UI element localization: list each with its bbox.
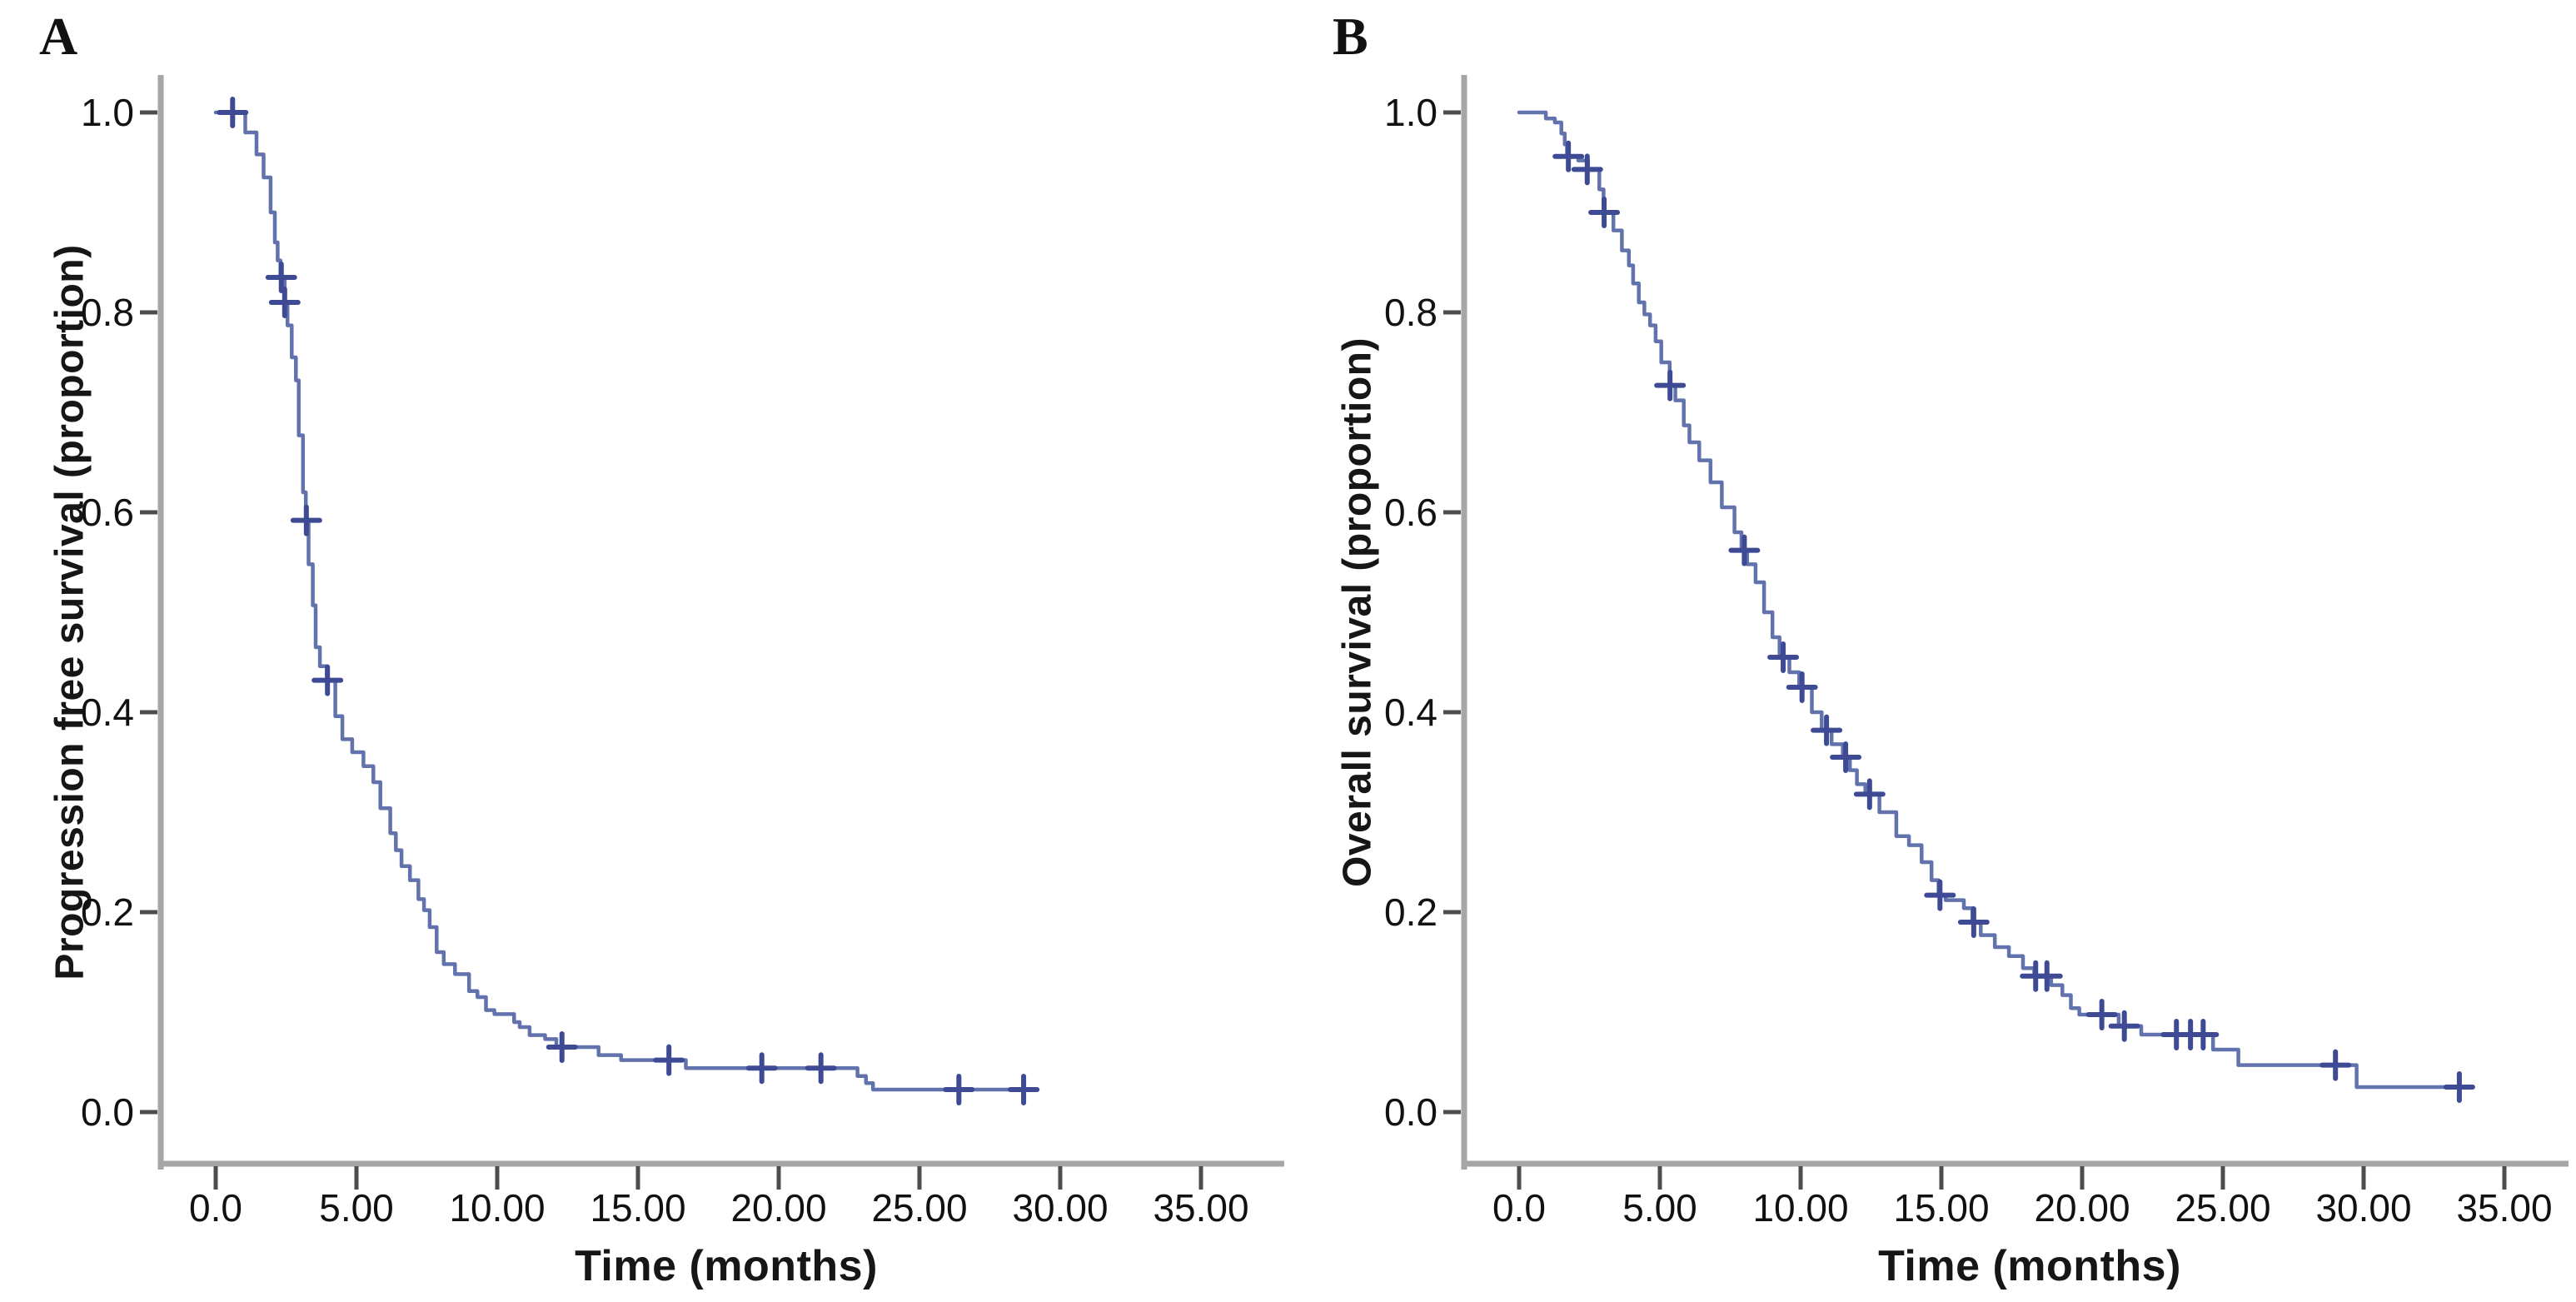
censor-mark: [1552, 140, 1585, 172]
x-tick-label: 10.00: [1752, 1186, 1848, 1230]
y-tick-label: 0.8: [81, 291, 134, 334]
censor-mark: [1728, 534, 1761, 566]
y-tick-label: 0.2: [1384, 890, 1437, 934]
x-tick-label: 10.00: [449, 1186, 545, 1230]
censor-mark: [805, 1052, 837, 1085]
x-axis-title-a: Time (months): [575, 1242, 878, 1290]
censor-mark: [265, 262, 297, 293]
panel-letter-b: B: [1333, 7, 1368, 66]
censor-mark: [1924, 879, 1956, 911]
x-axis-title-b: Time (months): [1878, 1242, 2181, 1290]
x-tick-label: 20.00: [2034, 1186, 2130, 1230]
x-tick-label: 30.00: [2315, 1186, 2411, 1230]
x-tick-label: 35.00: [2456, 1186, 2552, 1230]
censor-mark: [1654, 369, 1687, 402]
censor-mark: [1830, 741, 1862, 773]
censor-mark: [311, 664, 344, 696]
x-tick-label: 0.0: [1492, 1186, 1546, 1230]
y-tick-label: 0.4: [1384, 691, 1437, 734]
y-tick-label: 0.6: [81, 491, 134, 534]
censor-mark: [268, 287, 301, 318]
y-tick-label: 0.0: [81, 1090, 134, 1134]
censor-mark: [217, 97, 249, 128]
y-tick-label: 0.0: [1384, 1090, 1437, 1134]
x-tick-label: 15.00: [1893, 1186, 1989, 1230]
censor-mark: [1008, 1074, 1040, 1105]
censor-mark: [2030, 960, 2063, 992]
censor-mark: [290, 504, 322, 536]
censor-mark: [2108, 1010, 2140, 1042]
x-tick-label: 35.00: [1153, 1186, 1248, 1230]
x-tick-label: 25.00: [871, 1186, 967, 1230]
censor-mark: [1571, 153, 1603, 186]
survival-curve: [1517, 110, 2462, 1090]
y-tick-label: 0.8: [1384, 291, 1437, 334]
censor-mark: [546, 1031, 578, 1063]
censor-mark: [745, 1052, 778, 1085]
x-tick-label: 5.00: [1622, 1186, 1697, 1230]
censor-mark: [943, 1074, 975, 1105]
x-tick-label: 5.00: [319, 1186, 394, 1230]
x-tick-label: 30.00: [1012, 1186, 1108, 1230]
censor-mark: [1786, 671, 1818, 703]
y-tick-label: 0.2: [81, 890, 134, 934]
y-tick-label: 1.0: [1384, 91, 1437, 134]
censor-mark: [2187, 1019, 2220, 1050]
y-tick-label: 0.4: [81, 691, 134, 734]
censor-mark: [2443, 1071, 2475, 1103]
x-tick-label: 25.00: [2175, 1186, 2270, 1230]
censor-mark: [2085, 999, 2118, 1030]
censor-mark: [1767, 641, 1800, 673]
censor-mark: [1853, 778, 1886, 811]
censor-mark: [1957, 906, 1990, 938]
x-tick-label: 20.00: [730, 1186, 826, 1230]
x-tick-label: 15.00: [590, 1186, 685, 1230]
panel-letter-a: A: [39, 7, 78, 66]
y-tick-label: 1.0: [81, 91, 134, 134]
censor-mark: [2319, 1049, 2352, 1081]
censor-mark: [1811, 714, 1843, 746]
censor-mark: [1588, 197, 1621, 228]
x-tick-label: 0.0: [189, 1186, 242, 1230]
censor-mark: [653, 1044, 685, 1076]
y-tick-label: 0.6: [1384, 491, 1437, 534]
